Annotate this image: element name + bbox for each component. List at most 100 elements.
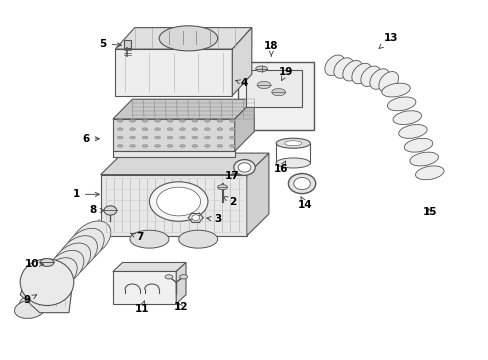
- Ellipse shape: [117, 120, 123, 122]
- Ellipse shape: [255, 66, 267, 72]
- Ellipse shape: [378, 72, 398, 92]
- Ellipse shape: [204, 120, 210, 122]
- Ellipse shape: [33, 265, 70, 300]
- Ellipse shape: [149, 182, 207, 221]
- Ellipse shape: [40, 258, 77, 292]
- Polygon shape: [232, 28, 251, 96]
- Ellipse shape: [159, 26, 217, 51]
- Ellipse shape: [369, 69, 389, 89]
- Ellipse shape: [167, 144, 173, 147]
- Ellipse shape: [20, 293, 50, 312]
- Ellipse shape: [392, 111, 421, 125]
- Ellipse shape: [117, 144, 123, 147]
- Ellipse shape: [24, 287, 55, 306]
- Ellipse shape: [117, 136, 123, 139]
- Ellipse shape: [284, 141, 301, 146]
- Polygon shape: [113, 271, 176, 304]
- Ellipse shape: [238, 163, 250, 172]
- Text: 2: 2: [223, 197, 235, 207]
- Polygon shape: [113, 262, 185, 271]
- Ellipse shape: [164, 275, 172, 279]
- Text: 14: 14: [298, 197, 312, 210]
- Ellipse shape: [204, 128, 210, 131]
- Polygon shape: [113, 151, 234, 157]
- Ellipse shape: [167, 120, 173, 122]
- Text: 19: 19: [278, 67, 292, 81]
- Text: 5: 5: [99, 39, 121, 49]
- Ellipse shape: [360, 66, 380, 86]
- Polygon shape: [176, 262, 185, 304]
- Ellipse shape: [64, 228, 104, 264]
- Polygon shape: [113, 99, 254, 119]
- Text: 17: 17: [224, 171, 239, 181]
- Ellipse shape: [167, 136, 173, 139]
- Text: 8: 8: [89, 206, 104, 216]
- Ellipse shape: [217, 185, 227, 190]
- Ellipse shape: [34, 275, 65, 293]
- Text: 9: 9: [24, 295, 37, 305]
- Ellipse shape: [117, 128, 123, 131]
- Ellipse shape: [20, 259, 74, 306]
- Ellipse shape: [398, 125, 427, 138]
- Text: 18: 18: [264, 41, 278, 56]
- Ellipse shape: [130, 230, 168, 248]
- Ellipse shape: [129, 128, 135, 131]
- Ellipse shape: [386, 97, 415, 111]
- Ellipse shape: [229, 120, 235, 122]
- Ellipse shape: [229, 144, 235, 147]
- Text: 16: 16: [273, 161, 288, 174]
- Ellipse shape: [192, 120, 198, 122]
- Ellipse shape: [179, 275, 187, 279]
- Ellipse shape: [415, 166, 443, 180]
- Ellipse shape: [276, 138, 310, 148]
- Ellipse shape: [233, 159, 255, 175]
- Polygon shape: [101, 153, 268, 175]
- Ellipse shape: [142, 120, 148, 122]
- Polygon shape: [115, 28, 251, 49]
- Ellipse shape: [192, 144, 198, 147]
- Polygon shape: [115, 49, 232, 96]
- Ellipse shape: [104, 206, 117, 215]
- Text: 12: 12: [174, 302, 188, 312]
- Ellipse shape: [46, 250, 84, 285]
- Ellipse shape: [271, 89, 285, 96]
- Ellipse shape: [333, 58, 353, 78]
- Ellipse shape: [178, 230, 217, 248]
- Ellipse shape: [15, 300, 45, 319]
- Ellipse shape: [154, 136, 160, 139]
- Ellipse shape: [129, 120, 135, 122]
- Ellipse shape: [288, 174, 315, 194]
- Ellipse shape: [142, 136, 148, 139]
- Text: 13: 13: [378, 33, 397, 49]
- Ellipse shape: [154, 120, 160, 122]
- Ellipse shape: [179, 144, 185, 147]
- Polygon shape: [123, 40, 131, 48]
- Ellipse shape: [192, 128, 198, 131]
- Ellipse shape: [404, 138, 432, 152]
- Ellipse shape: [142, 128, 148, 131]
- Ellipse shape: [129, 144, 135, 147]
- Ellipse shape: [142, 144, 148, 147]
- Ellipse shape: [167, 128, 173, 131]
- Ellipse shape: [179, 128, 185, 131]
- Polygon shape: [113, 119, 234, 151]
- Ellipse shape: [217, 144, 223, 147]
- Ellipse shape: [342, 60, 362, 81]
- Ellipse shape: [157, 187, 200, 216]
- Text: 7: 7: [130, 232, 143, 242]
- Ellipse shape: [52, 243, 90, 278]
- Text: 3: 3: [206, 215, 221, 224]
- Ellipse shape: [351, 63, 371, 84]
- Text: 11: 11: [135, 301, 149, 314]
- Polygon shape: [234, 99, 254, 151]
- Polygon shape: [246, 153, 268, 235]
- Ellipse shape: [192, 136, 198, 139]
- Polygon shape: [20, 259, 74, 313]
- Ellipse shape: [409, 152, 438, 166]
- Ellipse shape: [293, 177, 310, 190]
- Ellipse shape: [40, 258, 54, 266]
- Ellipse shape: [204, 136, 210, 139]
- Ellipse shape: [29, 281, 60, 300]
- Text: 15: 15: [422, 207, 436, 217]
- Ellipse shape: [58, 236, 97, 271]
